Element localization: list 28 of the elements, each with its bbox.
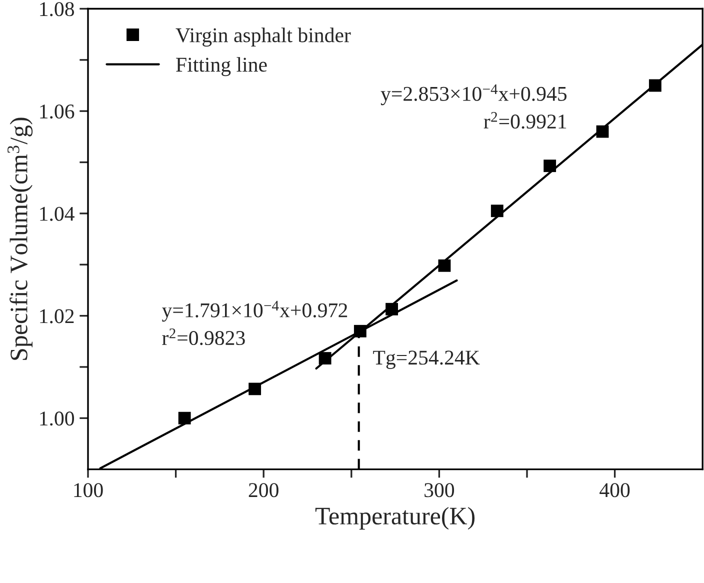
annotation: r$^{2}$=0.9921	[484, 112, 566, 129]
x-tick-label: 400	[600, 483, 630, 498]
x-tick-label: 100	[74, 483, 103, 498]
annotation: y=2.853×10$^{−4}$x+0.945	[380, 84, 567, 106]
point	[386, 302, 398, 316]
point	[438, 259, 451, 272]
annotation: r$^{2}$=0.9823	[162, 328, 245, 346]
point	[648, 79, 662, 92]
point	[354, 324, 366, 338]
annotation: Tg=254.24K	[373, 350, 480, 369]
x-tick-label: 300	[424, 483, 454, 498]
y-tick-label: 1.04	[40, 206, 74, 221]
annotation: y=1.791×10$^{−4}$x+0.972	[162, 300, 348, 322]
point	[248, 382, 262, 396]
y-tick-label: 1.06	[40, 104, 74, 119]
y-tick-label: 1.02	[40, 309, 74, 324]
point	[596, 125, 609, 138]
x-axis-title: Temperature(K)	[315, 506, 475, 530]
y-tick-label: 1.00	[40, 412, 74, 426]
legend-label: Fitting line	[176, 57, 267, 76]
y-tick-label: 1.08	[40, 2, 74, 16]
legend-label: Virgin asphalt binder	[176, 28, 351, 47]
y-axis-title: Specific Volume(cm$^{3}$/g)	[8, 118, 33, 360]
point	[544, 160, 556, 172]
point	[490, 204, 504, 218]
point	[178, 412, 191, 424]
x-tick-label: 200	[248, 483, 278, 498]
point	[318, 352, 332, 364]
